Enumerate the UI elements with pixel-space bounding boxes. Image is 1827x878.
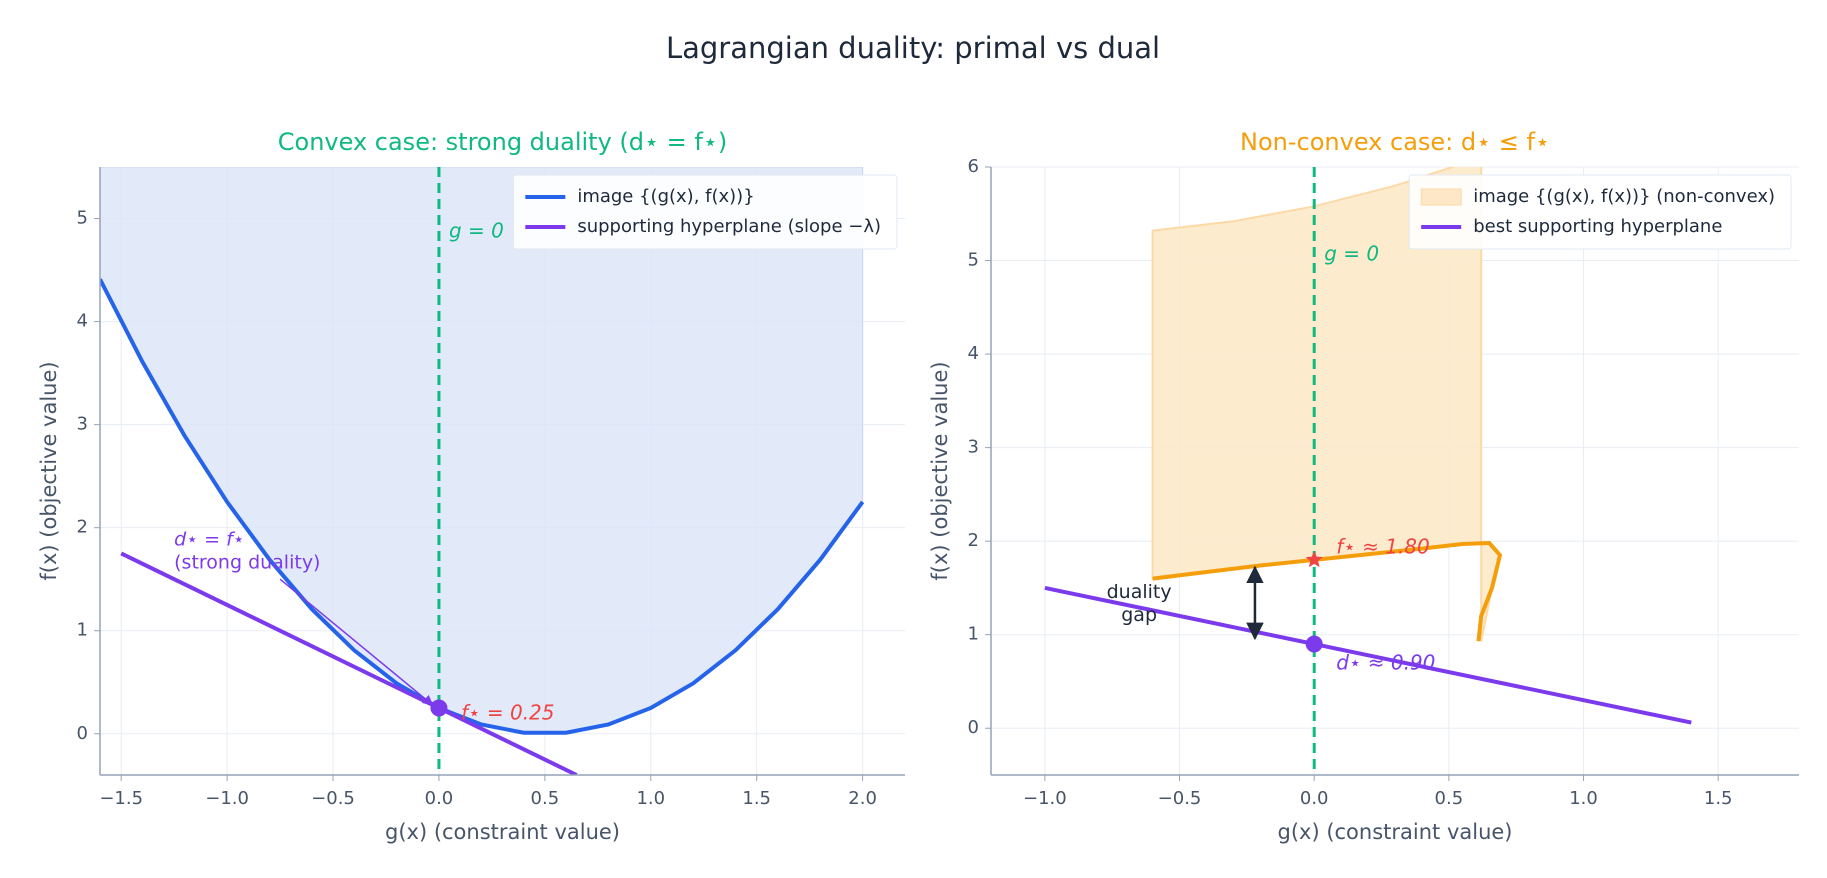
y-tick-label: 0 <box>77 723 88 744</box>
y-tick-label: 4 <box>968 343 979 364</box>
image-region <box>100 167 864 734</box>
y-tick-label: 3 <box>77 414 88 435</box>
x-tick-label: −1.5 <box>99 788 143 809</box>
annotation: gap <box>1121 604 1157 626</box>
optimum-label: d⋆ ≈ 0.90 <box>1336 651 1435 675</box>
legend: image {(g(x), f(x))} supporting hyperplan… <box>512 174 898 250</box>
x-tick-label: −1.0 <box>205 788 249 809</box>
optimum-marker <box>1305 635 1323 653</box>
legend-label: image {(g(x), f(x))} <box>577 186 754 207</box>
y-tick-label: 6 <box>968 156 979 177</box>
x-tick-label: 0.0 <box>1300 788 1329 809</box>
annotation-arrow <box>279 578 434 706</box>
subplot-title: Non-convex case: d⋆ ≤ f⋆ <box>1240 128 1550 156</box>
x-tick-label: 0.0 <box>425 788 454 809</box>
plot-area <box>100 167 865 775</box>
curve <box>120 551 578 775</box>
figure-title: Lagrangian duality: primal vs dual <box>666 31 1160 65</box>
legend-box <box>1408 174 1792 250</box>
x-axis-label: g(x) (constraint value) <box>385 820 620 844</box>
legend-label: supporting hyperplane (slope −λ) <box>577 216 881 237</box>
x-tick-label: 0.5 <box>1435 788 1464 809</box>
y-tick-label: 1 <box>77 620 88 641</box>
legend-swatch <box>1420 188 1462 206</box>
y-tick-label: 2 <box>968 530 979 551</box>
annotation: (strong duality) <box>174 552 320 574</box>
image-curve <box>100 278 865 735</box>
subplot-title: Convex case: strong duality (d⋆ = f⋆) <box>278 128 727 156</box>
annotation: d⋆ = f⋆ <box>174 529 245 551</box>
x-tick-label: −1.0 <box>1023 788 1067 809</box>
y-tick-label: 4 <box>77 311 88 332</box>
y-axis-label: f(x) (objective value) <box>928 361 952 580</box>
constraint-label: g = 0 <box>1324 242 1379 266</box>
subplot: Non-convex case: d⋆ ≤ f⋆ −1.0 −0.5 0.0 0.5 1.… <box>928 128 1799 844</box>
y-tick-label: 0 <box>968 717 979 738</box>
x-tick-label: 2.0 <box>848 788 877 809</box>
x-tick-label: 1.5 <box>1704 788 1733 809</box>
legend-label: best supporting hyperplane <box>1473 216 1722 237</box>
x-tick-label: −0.5 <box>311 788 355 809</box>
y-tick-label: 1 <box>968 624 979 645</box>
legend: image {(g(x), f(x))} (non-convex) best su… <box>1408 174 1792 250</box>
y-tick-label: 5 <box>968 250 979 271</box>
legend-box <box>512 174 898 250</box>
optimum-label: f⋆ = 0.25 <box>461 701 555 725</box>
x-tick-label: 1.0 <box>1569 788 1598 809</box>
optimum-marker <box>430 699 448 717</box>
optimum-marker <box>1305 550 1323 568</box>
x-tick-label: −0.5 <box>1158 788 1202 809</box>
y-tick-label: 3 <box>968 437 979 458</box>
x-tick-label: 1.0 <box>636 788 665 809</box>
plot-area <box>1044 167 1692 775</box>
optimum-label: f⋆ ≈ 1.80 <box>1336 534 1430 558</box>
constraint-label: g = 0 <box>449 219 504 243</box>
y-tick-label: 2 <box>77 517 88 538</box>
y-tick-label: 5 <box>77 208 88 229</box>
subplot: Convex case: strong duality (d⋆ = f⋆) −1.… <box>37 128 905 844</box>
curve <box>1044 585 1692 725</box>
x-tick-label: 0.5 <box>531 788 560 809</box>
y-axis-label: f(x) (objective value) <box>37 361 61 580</box>
annotation: duality <box>1107 581 1172 603</box>
x-axis-label: g(x) (constraint value) <box>1278 820 1513 844</box>
x-tick-label: 1.5 <box>742 788 771 809</box>
legend-label: image {(g(x), f(x))} (non-convex) <box>1473 186 1775 207</box>
